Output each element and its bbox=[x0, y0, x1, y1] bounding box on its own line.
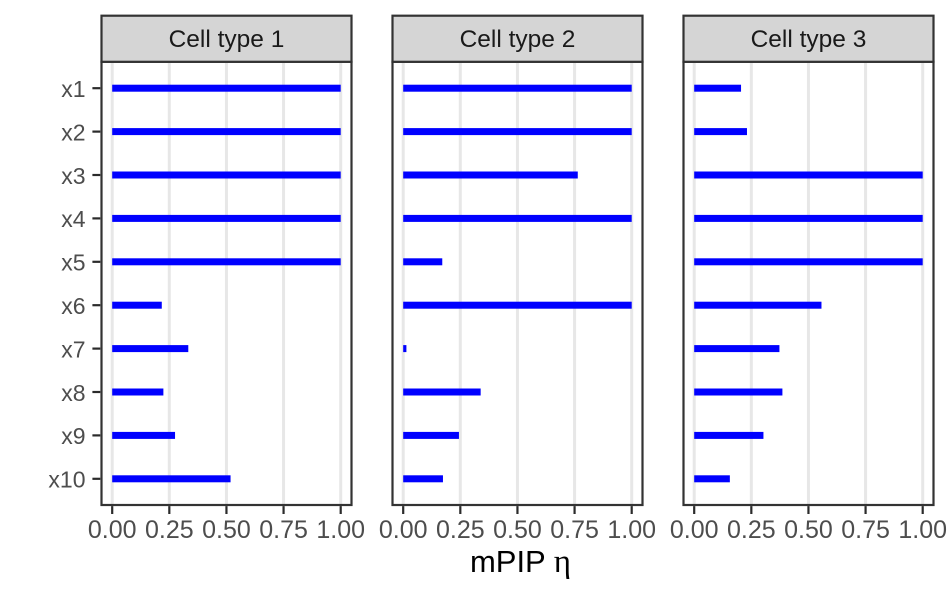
svg-text:0.75: 0.75 bbox=[841, 516, 890, 544]
svg-text:0.00: 0.00 bbox=[379, 516, 428, 544]
svg-text:x5: x5 bbox=[61, 250, 85, 276]
svg-text:0.50: 0.50 bbox=[784, 516, 833, 544]
svg-text:x2: x2 bbox=[61, 119, 85, 145]
svg-text:x1: x1 bbox=[61, 76, 85, 102]
svg-text:0.50: 0.50 bbox=[493, 516, 542, 544]
svg-text:0.00: 0.00 bbox=[670, 516, 719, 544]
svg-text:x6: x6 bbox=[61, 293, 85, 319]
svg-text:Cell type 2: Cell type 2 bbox=[460, 26, 576, 53]
svg-text:0.50: 0.50 bbox=[202, 516, 251, 544]
svg-text:x7: x7 bbox=[61, 336, 85, 362]
svg-text:0.75: 0.75 bbox=[550, 516, 599, 544]
svg-text:0.00: 0.00 bbox=[88, 516, 137, 544]
svg-text:1.00: 1.00 bbox=[898, 516, 947, 544]
svg-text:mPIP η: mPIP η bbox=[470, 544, 571, 580]
svg-text:0.25: 0.25 bbox=[727, 516, 776, 544]
svg-text:1.00: 1.00 bbox=[607, 516, 656, 544]
svg-text:1.00: 1.00 bbox=[316, 516, 365, 544]
svg-text:x3: x3 bbox=[61, 163, 85, 189]
svg-text:0.25: 0.25 bbox=[436, 516, 485, 544]
svg-text:0.75: 0.75 bbox=[259, 516, 308, 544]
svg-text:Cell type 1: Cell type 1 bbox=[169, 26, 285, 53]
svg-text:Cell type 3: Cell type 3 bbox=[751, 26, 867, 53]
svg-text:x10: x10 bbox=[48, 467, 85, 493]
svg-text:x4: x4 bbox=[61, 206, 86, 232]
svg-text:x9: x9 bbox=[61, 423, 85, 449]
svg-text:x8: x8 bbox=[61, 380, 85, 406]
svg-text:0.25: 0.25 bbox=[145, 516, 194, 544]
